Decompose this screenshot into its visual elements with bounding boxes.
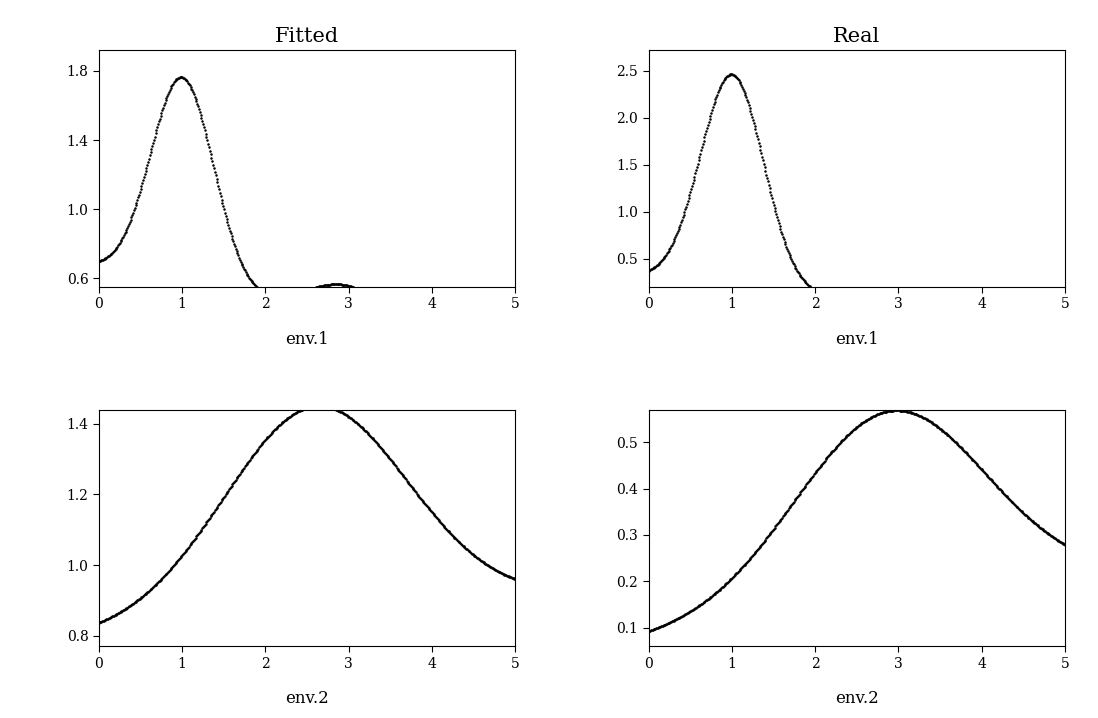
Title: Real: Real	[833, 27, 881, 46]
X-axis label: env.2: env.2	[834, 690, 878, 707]
X-axis label: env.1: env.1	[834, 330, 878, 348]
X-axis label: env.2: env.2	[285, 690, 329, 707]
X-axis label: env.1: env.1	[285, 330, 329, 348]
Title: Fitted: Fitted	[274, 27, 339, 46]
